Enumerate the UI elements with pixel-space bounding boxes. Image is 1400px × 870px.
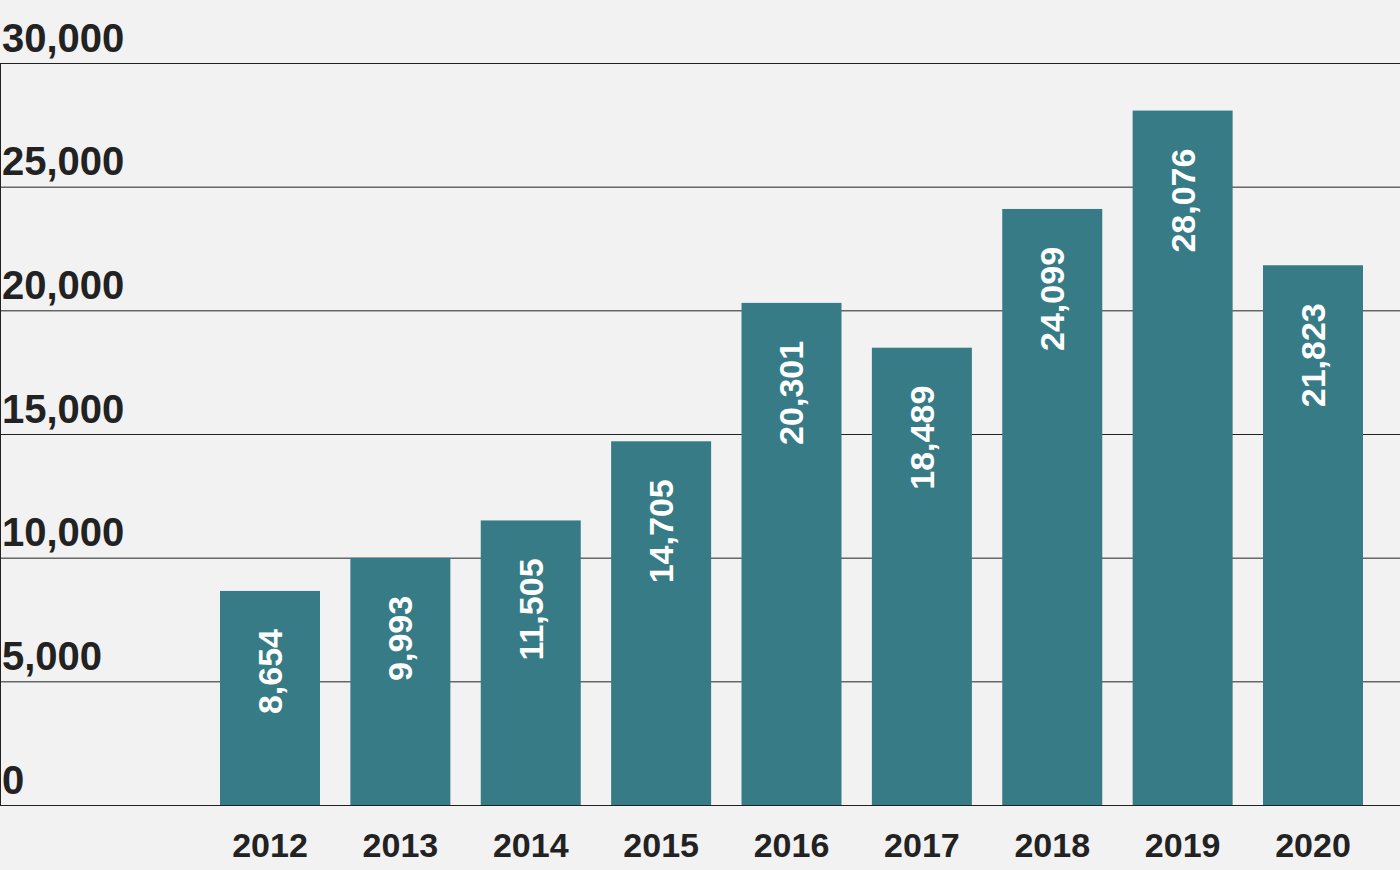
x-tick-label: 2019 [1145, 826, 1221, 864]
y-tick-label: 25,000 [2, 139, 124, 183]
y-tick: 30,000 [0, 16, 1400, 64]
x-tick: 2015 [623, 805, 699, 864]
y-tick-label: 15,000 [2, 387, 124, 431]
x-tick-label: 2013 [363, 826, 439, 864]
x-tick: 2014 [493, 805, 569, 864]
bar [1263, 265, 1363, 805]
data-label: 18,489 [903, 386, 941, 490]
x-tick-label: 2014 [493, 826, 569, 864]
y-tick-label: 20,000 [2, 263, 124, 307]
y-tick-label: 30,000 [2, 16, 124, 60]
data-label: 28,076 [1164, 149, 1202, 253]
data-label: 11,505 [512, 558, 550, 660]
y-tick-label: 10,000 [2, 510, 124, 554]
data-label: 21,823 [1294, 303, 1332, 407]
data-label: 24,099 [1033, 247, 1071, 351]
x-tick-label: 2016 [754, 826, 830, 864]
x-tick: 2017 [884, 805, 960, 864]
data-label: 14,705 [642, 479, 680, 583]
x-tick: 2016 [754, 805, 830, 864]
x-tick-label: 2012 [232, 826, 308, 864]
grid-line [0, 805, 1400, 806]
data-label: 20,301 [772, 341, 810, 445]
y-tick-label: 0 [2, 758, 24, 802]
bar [872, 348, 972, 805]
bar [220, 591, 320, 805]
bars [220, 111, 1363, 805]
x-axis: 2012 2013 2014 2015 2016 2017 2018 2019 2020 [221, 805, 1364, 864]
bar [1133, 111, 1233, 805]
x-tick-label: 2020 [1275, 826, 1351, 864]
bar [350, 558, 450, 805]
data-labels: 8,654 9,993 11,505 14,705 20,301 18,489 24,099… [251, 149, 1332, 714]
x-tick: 2013 [363, 805, 439, 864]
data-label: 9,993 [381, 596, 419, 681]
x-tick-label: 2015 [623, 826, 699, 864]
chart: 0 5,000 10,000 15,000 20,000 25,000 30,000 2012… [0, 0, 1400, 870]
y-axis: 0 5,000 10,000 15,000 20,000 25,000 30,000 [0, 16, 1400, 806]
data-label: 8,654 [251, 629, 289, 714]
x-tick: 2018 [1014, 805, 1090, 864]
x-tick-label: 2017 [884, 826, 960, 864]
bar [1002, 209, 1102, 805]
x-tick: 2012 [232, 805, 308, 864]
bar [481, 520, 581, 805]
x-tick: 2019 [1145, 805, 1221, 864]
x-axis-line [221, 805, 1364, 806]
y-tick-label: 5,000 [2, 634, 102, 678]
bar [611, 441, 711, 805]
grid-line [0, 63, 1400, 64]
x-tick: 2020 [1275, 805, 1351, 864]
bar [742, 303, 842, 805]
y-axis-line [1, 64, 1400, 806]
x-tick-label: 2018 [1014, 826, 1090, 864]
